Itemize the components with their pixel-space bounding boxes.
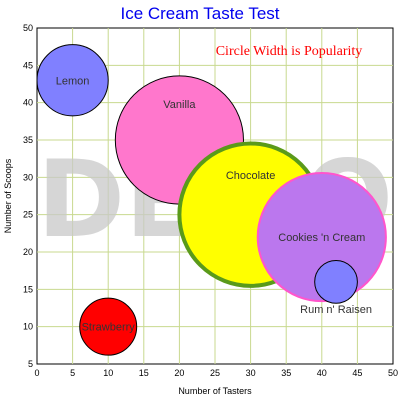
chart-title: Ice Cream Taste Test [120,4,279,23]
bubble-label: Chocolate [226,170,276,182]
bubble-label: Cookies 'n Cream [278,232,365,244]
y-axis-label: Number of Scoops [3,158,13,233]
bubble-label: Strawberry [82,322,136,334]
x-tick-label: 30 [246,368,256,378]
x-tick-label: 5 [70,368,75,378]
chart-annotation: Circle Width is Popularity [216,44,363,59]
y-tick-label: 20 [23,247,33,257]
bubble [79,297,138,356]
y-tick-label: 35 [23,135,33,145]
y-tick-label: 40 [23,98,33,108]
y-tick-label: 50 [23,23,33,33]
x-tick-label: 40 [317,368,327,378]
bubble-labels: Lemon Vanilla Chocolate Cookies 'n Cream Rum… [56,75,372,333]
y-tick-label: 10 [23,322,33,332]
bubble-label: Vanilla [163,99,196,111]
x-tick-label: 0 [34,368,39,378]
x-tick-label: 35 [281,368,291,378]
x-tick-label: 45 [352,368,362,378]
y-tick-label: 45 [23,60,33,70]
x-tick-label: 25 [210,368,220,378]
bubble-label: Rum n' Raisen [300,304,372,316]
bubble-label: Lemon [56,75,90,87]
x-axis-label: Number of Tasters [178,386,252,396]
bubbles [36,44,387,356]
bubble [256,171,387,303]
x-tick-label: 20 [174,368,184,378]
y-tick-label: 25 [23,210,33,220]
bubble [314,260,358,304]
y-tick-label: 5 [28,359,33,369]
bubble [36,44,109,117]
y-tick-label: 15 [23,284,33,294]
x-tick-label: 10 [103,368,113,378]
x-tick-label: 50 [388,368,398,378]
x-tick-label: 15 [139,368,149,378]
y-tick-label: 30 [23,172,33,182]
